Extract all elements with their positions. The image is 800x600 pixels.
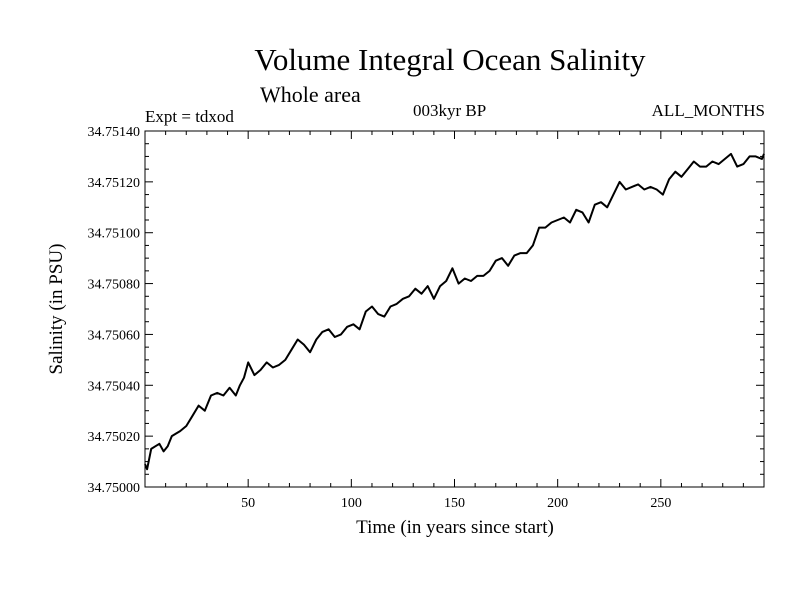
- experiment-label: Expt = tdxod: [145, 107, 234, 126]
- y-tick-label: 34.75000: [88, 481, 141, 496]
- y-tick-label: 34.75120: [88, 176, 141, 191]
- salinity-series-line: [144, 152, 765, 471]
- y-tick-label: 34.75020: [88, 430, 141, 445]
- y-tick-label: 34.75040: [88, 379, 141, 394]
- x-tick-label: 200: [547, 496, 568, 511]
- y-tick-label: 34.75100: [88, 227, 141, 242]
- period-label: 003kyr BP: [413, 101, 487, 120]
- x-tick-label: 50: [241, 496, 255, 511]
- y-axis-label: Salinity (in PSU): [46, 244, 67, 375]
- y-tick-label: 34.75140: [88, 125, 141, 140]
- chart-title: Volume Integral Ocean Salinity: [254, 42, 646, 77]
- x-tick-label: 100: [341, 496, 362, 511]
- y-tick-label: 34.75060: [88, 328, 141, 343]
- x-axis-label: Time (in years since start): [356, 517, 554, 538]
- axis-tick-labels: 50 100 150 200 250 34.75000 34.75020 34.75040 34…: [88, 125, 672, 511]
- plot-frame: [144, 130, 765, 488]
- x-tick-label: 250: [650, 496, 671, 511]
- axis-ticks: [145, 131, 764, 487]
- y-tick-label: 34.75080: [88, 278, 141, 293]
- x-tick-label: 150: [444, 496, 465, 511]
- chart-subtitle: Whole area: [260, 82, 361, 107]
- months-label: ALL_MONTHS: [651, 101, 765, 120]
